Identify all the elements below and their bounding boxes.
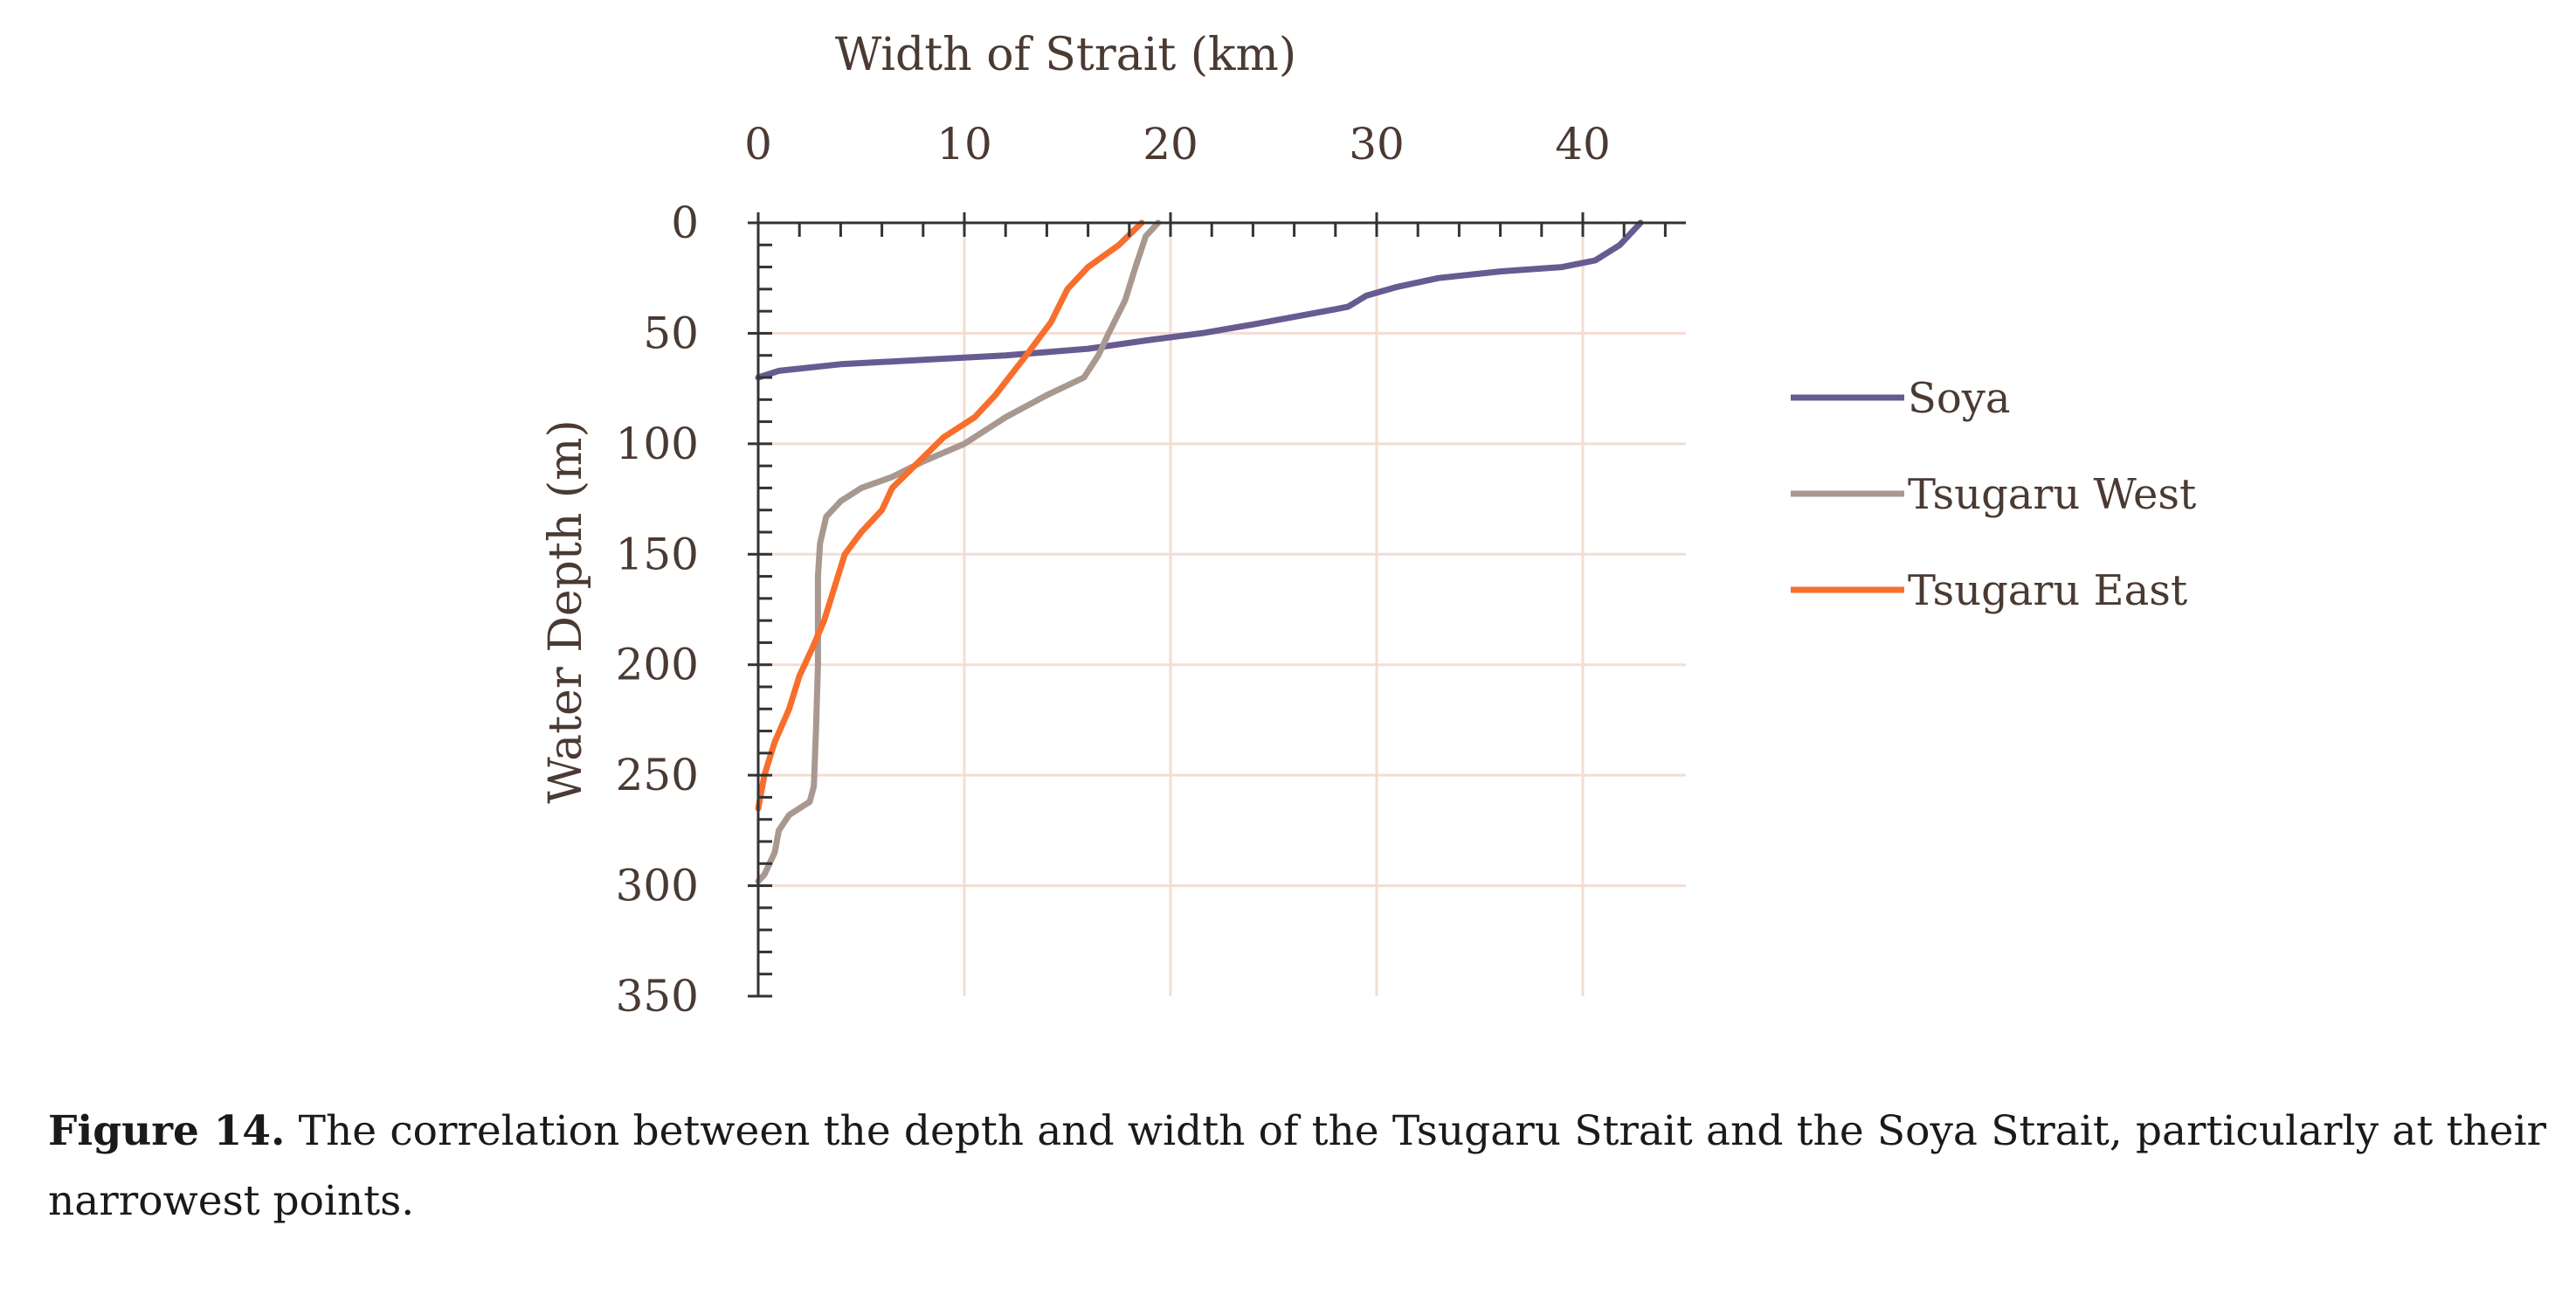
y-tick-label: 350 bbox=[616, 971, 699, 1022]
x-tick-label: 30 bbox=[1349, 119, 1405, 170]
y-tick-label: 0 bbox=[671, 197, 699, 248]
figure-caption: Figure 14. The correlation between the d… bbox=[48, 1097, 2546, 1236]
depth-width-chart: 0 10 20 30 40 0 50 100 150 200 250 300 350 Width of… bbox=[540, 29, 2196, 1022]
plot-lines bbox=[755, 219, 1644, 884]
y-tick-label: 150 bbox=[616, 529, 699, 579]
x-tick-label: 40 bbox=[1555, 119, 1611, 170]
y-tick-label: 100 bbox=[616, 419, 699, 469]
x-tick-label: 0 bbox=[744, 119, 772, 170]
x-axis-title: Width of Strait (km) bbox=[835, 29, 1296, 81]
series-line-tsugaru-west bbox=[755, 219, 1162, 884]
x-tick-labels: 0 10 20 30 40 bbox=[744, 119, 1611, 170]
grid-layer bbox=[758, 223, 1686, 996]
x-tick-label: 20 bbox=[1143, 119, 1198, 170]
series-line-soya bbox=[755, 219, 1644, 381]
legend-label-tsugaru-west: Tsugaru West bbox=[1908, 470, 2196, 519]
y-tick-label: 50 bbox=[643, 308, 699, 358]
y-tick-label: 200 bbox=[616, 640, 699, 690]
axes-layer bbox=[748, 212, 1686, 998]
legend-label-soya: Soya bbox=[1908, 374, 2011, 423]
y-tick-label: 300 bbox=[616, 861, 699, 911]
series-line-tsugaru-east bbox=[755, 219, 1145, 812]
caption-label: Figure 14. bbox=[48, 1107, 286, 1155]
legend: Soya Tsugaru West Tsugaru East bbox=[1791, 374, 2196, 615]
legend-label-tsugaru-east: Tsugaru East bbox=[1908, 566, 2187, 615]
caption-text: The correlation between the depth and wi… bbox=[48, 1107, 2546, 1225]
x-tick-label: 10 bbox=[936, 119, 992, 170]
y-tick-label: 250 bbox=[616, 750, 699, 800]
y-axis-title: Water Depth (m) bbox=[540, 419, 592, 804]
y-tick-labels: 0 50 100 150 200 250 300 350 bbox=[616, 197, 699, 1022]
